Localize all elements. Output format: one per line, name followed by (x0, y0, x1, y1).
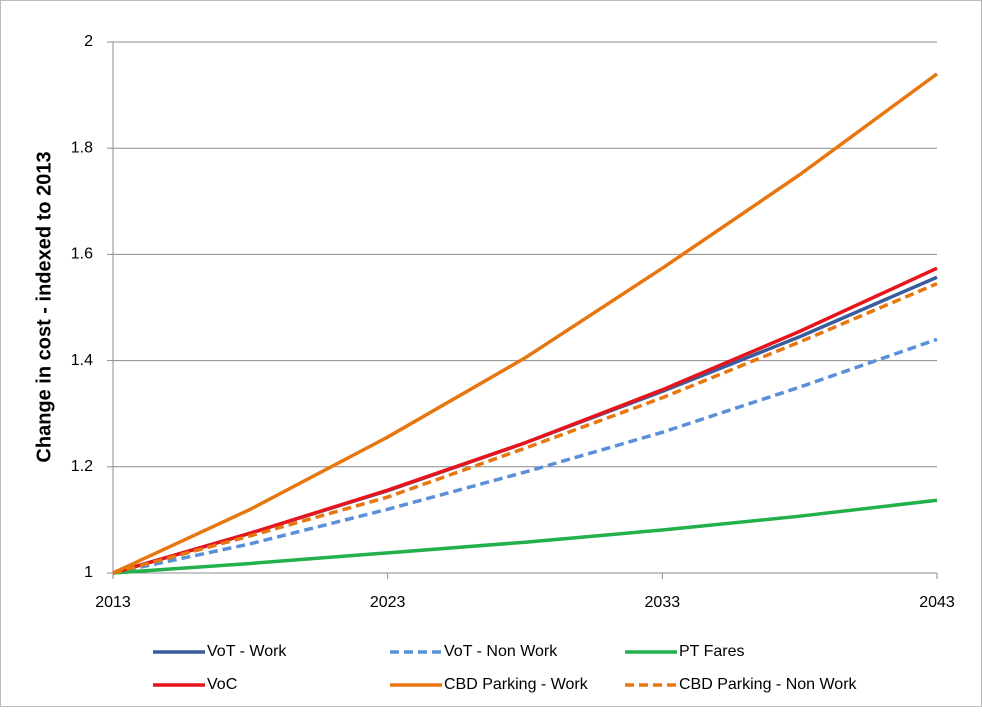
legend-label: VoC (207, 676, 237, 693)
y-tick-label: 1.2 (71, 458, 93, 475)
x-tick-label: 2013 (95, 594, 131, 611)
series-line (112, 266, 938, 575)
x-tick-label: 2023 (370, 594, 406, 611)
y-tick-label: 1 (84, 564, 93, 581)
legend-label: CBD Parking - Non Work (679, 676, 858, 693)
legend-label: PT Fares (679, 643, 745, 660)
y-tick-label: 1.8 (71, 139, 93, 156)
legend-label: VoT - Non Work (444, 643, 558, 660)
y-tick-label: 1.6 (71, 246, 93, 263)
legend-label: VoT - Work (207, 643, 287, 660)
y-tick-label: 1.4 (71, 352, 93, 369)
series-line (112, 281, 938, 575)
series-line (112, 72, 939, 575)
x-tick-label: 2043 (919, 594, 955, 611)
y-tick-label: 2 (84, 33, 93, 50)
x-tick-label: 2033 (645, 594, 681, 611)
y-axis-title: Change in cost - indexed to 2013 (33, 151, 55, 462)
legend-label: CBD Parking - Work (444, 676, 589, 693)
series-line (112, 337, 938, 575)
series-line (112, 498, 938, 575)
